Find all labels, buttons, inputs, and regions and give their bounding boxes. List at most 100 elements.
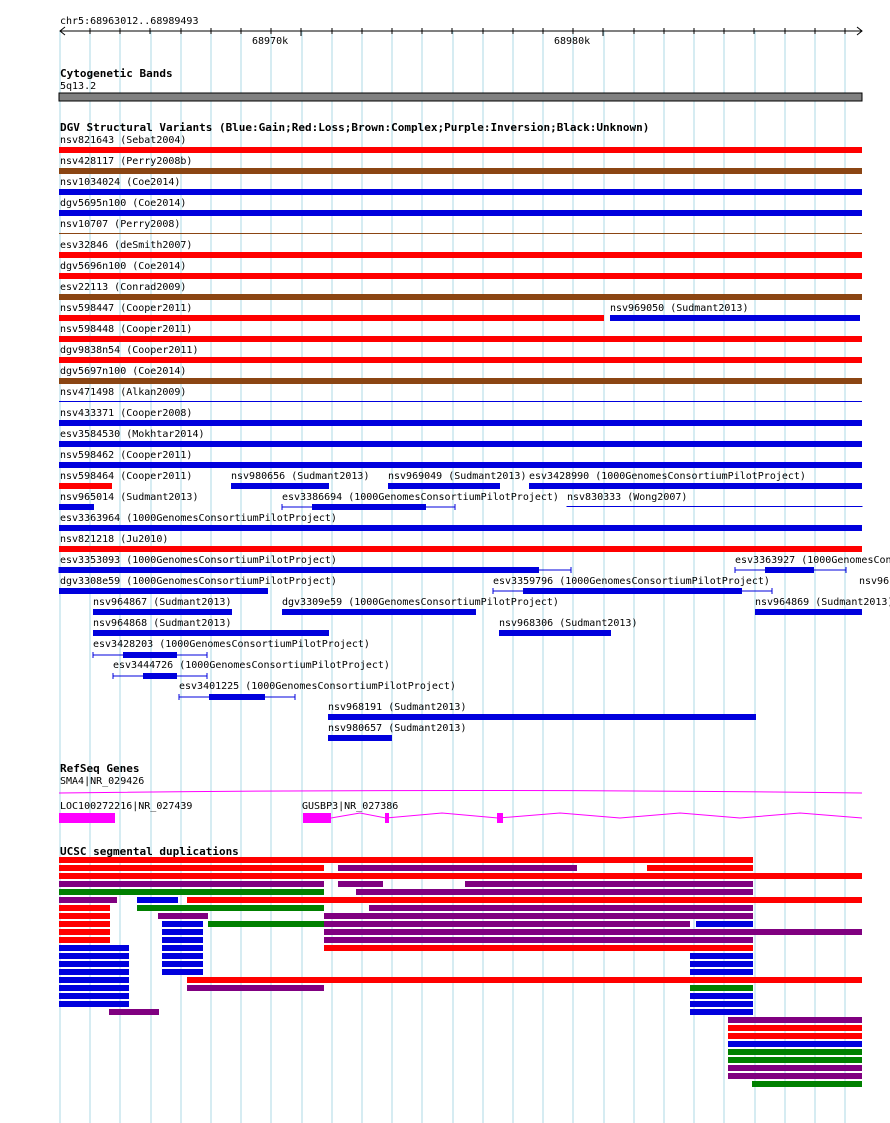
segdup-bar[interactable] [59, 937, 110, 943]
scroll-left-arrow[interactable] [59, 26, 66, 36]
segdup-bar[interactable] [59, 961, 129, 967]
variant-feature[interactable] [59, 420, 862, 426]
segdup-bar[interactable] [59, 873, 862, 879]
segdup-bar[interactable] [690, 969, 753, 975]
segdup-bar[interactable] [690, 1001, 753, 1007]
segdup-bar[interactable] [647, 865, 753, 871]
variant-feature[interactable] [59, 210, 862, 216]
segdup-bar[interactable] [324, 945, 753, 951]
variant-feature[interactable] [734, 567, 847, 573]
segdup-bar[interactable] [338, 865, 577, 871]
variant-feature[interactable] [59, 525, 862, 531]
segdup-bar[interactable] [59, 913, 110, 919]
scroll-right-arrow[interactable] [856, 26, 863, 36]
segdup-bar[interactable] [728, 1073, 862, 1079]
variant-feature[interactable] [59, 483, 112, 489]
cytoband-bar[interactable] [58, 92, 863, 102]
variant-feature[interactable] [58, 567, 572, 573]
gene-sma4[interactable] [58, 790, 863, 794]
segdup-bar[interactable] [324, 929, 862, 935]
variant-feature[interactable] [59, 357, 862, 363]
variant-feature[interactable] [178, 694, 296, 700]
segdup-bar[interactable] [690, 953, 753, 959]
segdup-bar[interactable] [137, 905, 324, 911]
segdup-bar[interactable] [728, 1065, 862, 1071]
variant-feature[interactable] [59, 441, 862, 447]
segdup-bar[interactable] [109, 1009, 159, 1015]
variant-feature[interactable] [388, 483, 500, 489]
variant-feature[interactable] [92, 652, 208, 658]
variant-feature[interactable] [93, 630, 329, 636]
segdup-bar[interactable] [728, 1057, 862, 1063]
segdup-bar[interactable] [59, 865, 324, 871]
variant-feature[interactable] [59, 273, 862, 279]
segdup-bar[interactable] [728, 1025, 862, 1031]
variant-feature[interactable] [59, 401, 862, 402]
variant-feature[interactable] [59, 336, 862, 342]
segdup-bar[interactable] [187, 897, 862, 903]
variant-feature[interactable] [755, 609, 862, 615]
segdup-bar[interactable] [59, 921, 110, 927]
segdup-bar[interactable] [59, 953, 129, 959]
segdup-bar[interactable] [752, 1081, 862, 1087]
segdup-bar[interactable] [59, 945, 129, 951]
variant-feature[interactable] [59, 378, 862, 384]
segdup-bar[interactable] [59, 905, 110, 911]
segdup-bar[interactable] [728, 1033, 862, 1039]
variant-feature[interactable] [281, 504, 456, 510]
segdup-bar[interactable] [162, 929, 203, 935]
segdup-bar[interactable] [324, 937, 753, 943]
segdup-bar[interactable] [728, 1049, 862, 1055]
segdup-bar[interactable] [59, 857, 753, 863]
variant-feature[interactable] [59, 462, 862, 468]
segdup-bar[interactable] [690, 985, 753, 991]
variant-feature[interactable] [59, 252, 862, 258]
segdup-bar[interactable] [728, 1041, 862, 1047]
segdup-bar[interactable] [162, 921, 203, 927]
segdup-bar[interactable] [690, 993, 753, 999]
variant-feature[interactable] [93, 609, 232, 615]
segdup-bar[interactable] [162, 969, 203, 975]
segdup-bar[interactable] [59, 889, 324, 895]
segdup-bar[interactable] [690, 1009, 753, 1015]
segdup-bar[interactable] [137, 897, 178, 903]
segdup-bar[interactable] [690, 961, 753, 967]
variant-feature[interactable] [499, 630, 611, 636]
segdup-bar[interactable] [187, 977, 862, 983]
variant-feature[interactable] [59, 233, 862, 234]
segdup-bar[interactable] [728, 1017, 862, 1023]
segdup-bar[interactable] [162, 961, 203, 967]
segdup-bar[interactable] [696, 921, 753, 927]
variant-feature[interactable] [59, 168, 862, 174]
segdup-bar[interactable] [465, 881, 753, 887]
variant-feature[interactable] [59, 546, 862, 552]
variant-feature[interactable] [59, 294, 862, 300]
variant-feature[interactable] [59, 315, 604, 321]
variant-feature[interactable] [328, 714, 756, 720]
variant-feature[interactable] [59, 588, 268, 594]
segdup-bar[interactable] [158, 913, 208, 919]
variant-feature[interactable] [566, 506, 863, 507]
variant-feature[interactable] [59, 189, 862, 195]
segdup-bar[interactable] [338, 881, 383, 887]
segdup-bar[interactable] [162, 953, 203, 959]
segdup-bar[interactable] [208, 921, 324, 927]
variant-feature[interactable] [610, 315, 860, 321]
segdup-bar[interactable] [162, 937, 203, 943]
segdup-bar[interactable] [59, 929, 110, 935]
variant-feature[interactable] [328, 735, 392, 741]
variant-feature[interactable] [231, 483, 329, 489]
variant-feature[interactable] [492, 588, 773, 594]
variant-feature[interactable] [282, 609, 476, 615]
variant-feature[interactable] [59, 504, 94, 510]
segdup-bar[interactable] [162, 945, 203, 951]
variant-feature[interactable] [529, 483, 862, 489]
segdup-bar[interactable] [369, 905, 753, 911]
segdup-bar[interactable] [59, 985, 129, 991]
gene-loc100272216[interactable] [59, 813, 115, 823]
segdup-bar[interactable] [59, 993, 129, 999]
segdup-bar[interactable] [59, 881, 324, 887]
segdup-bar[interactable] [187, 985, 324, 991]
segdup-bar[interactable] [59, 969, 129, 975]
variant-feature[interactable] [59, 147, 862, 153]
